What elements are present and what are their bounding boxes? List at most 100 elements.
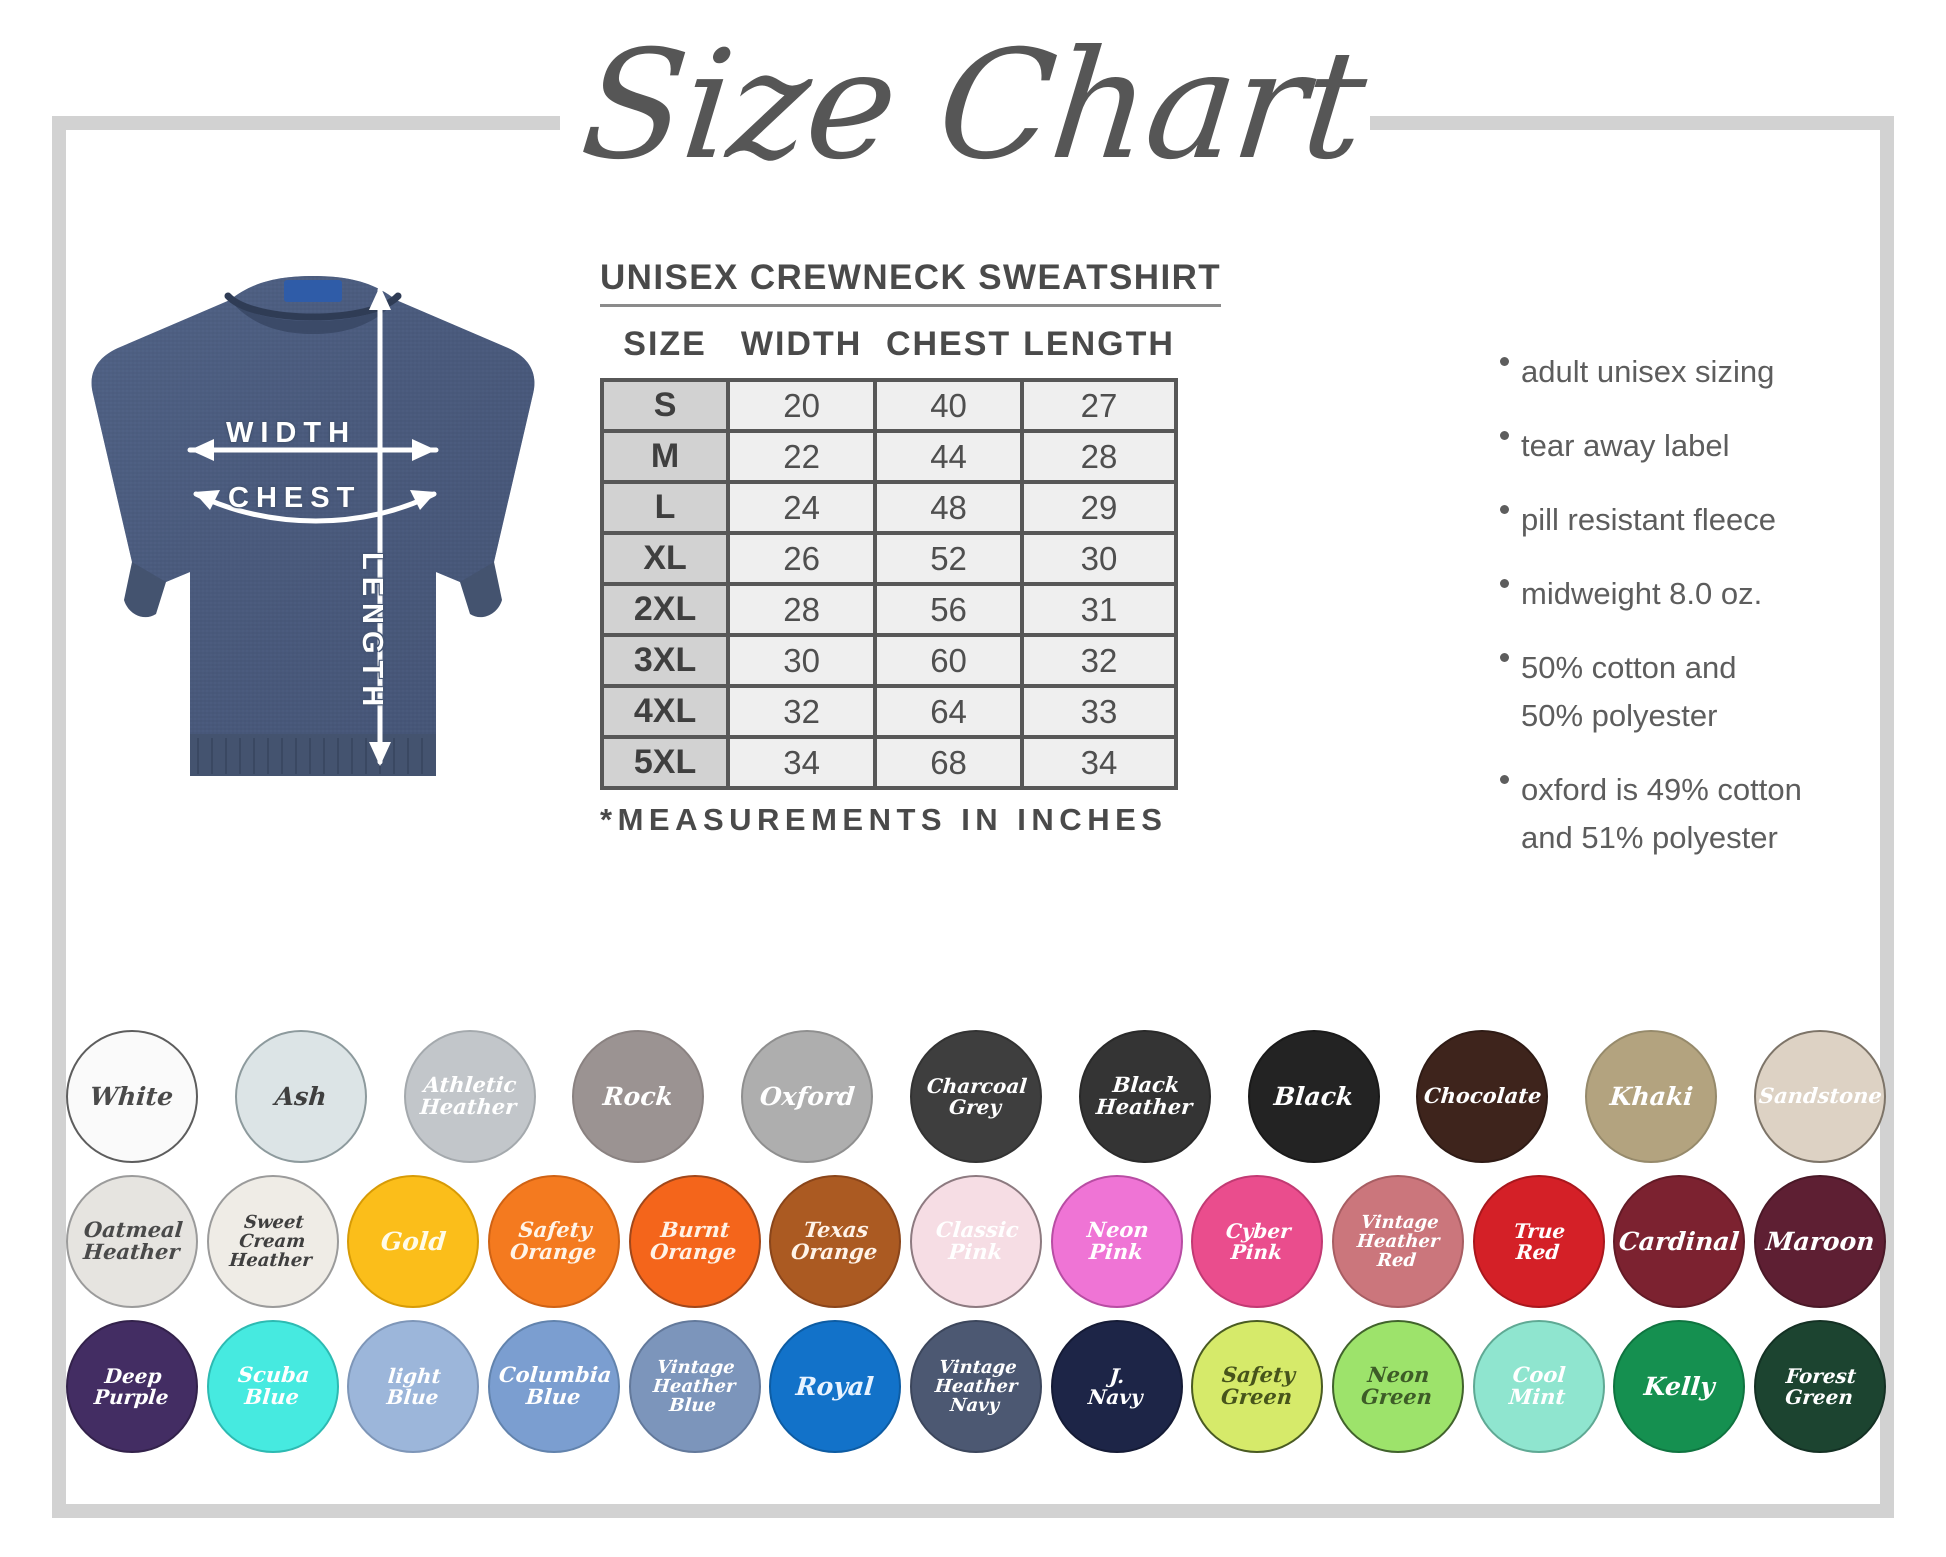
- color-swatch[interactable]: Safety Orange: [487, 1175, 620, 1308]
- cell-length: 34: [1020, 735, 1178, 790]
- column-header-size: SIZE: [623, 325, 707, 363]
- cell-length: 31: [1020, 582, 1178, 637]
- color-swatch[interactable]: Khaki: [1585, 1030, 1718, 1163]
- swatch-label: White: [89, 1082, 175, 1111]
- swatch-label: Oxford: [758, 1082, 856, 1111]
- cell-chest: 52: [873, 531, 1025, 586]
- color-swatch[interactable]: Sandstone: [1753, 1030, 1886, 1163]
- color-swatch[interactable]: Cool Mint: [1472, 1320, 1605, 1453]
- swatch-label: Vintage Heather Blue: [652, 1356, 737, 1417]
- color-swatch[interactable]: Royal: [769, 1320, 902, 1453]
- color-swatch[interactable]: Vintage Heather Blue: [628, 1320, 761, 1453]
- color-swatch[interactable]: Ash: [234, 1030, 367, 1163]
- swatch-label: Cool Mint: [1508, 1362, 1568, 1410]
- feature-item: oxford is 49% cotton and 51% polyester: [1500, 766, 1920, 862]
- cell-length: 29: [1020, 480, 1178, 535]
- swatch-label: Neon Green: [1360, 1362, 1434, 1410]
- cell-length: 27: [1020, 378, 1178, 433]
- table-heading: UNISEX CREWNECK SWEATSHIRT: [600, 258, 1222, 307]
- size-table: SIZE WIDTH CHEST LENGTH S 20 40 27 M 22 44 28 L 2…: [599, 321, 1178, 790]
- feature-text: pill resistant fleece: [1521, 502, 1777, 538]
- cell-length: 28: [1020, 429, 1178, 484]
- swatch-label: True Red: [1512, 1218, 1567, 1264]
- cell-width: 26: [726, 531, 878, 586]
- color-swatch[interactable]: Classic Pink: [909, 1175, 1042, 1308]
- color-swatch[interactable]: Gold: [347, 1175, 480, 1308]
- swatch-label: Safety Orange: [508, 1217, 598, 1265]
- cell-width: 32: [726, 684, 878, 739]
- color-swatch[interactable]: Deep Purple: [66, 1320, 198, 1453]
- color-swatch[interactable]: Safety Green: [1191, 1320, 1324, 1453]
- table-row: 2XL 28 56 31: [599, 582, 1178, 637]
- feature-text: midweight 8.0 oz.: [1521, 576, 1763, 612]
- color-swatch[interactable]: Kelly: [1613, 1320, 1746, 1453]
- swatch-row: Deep Purple Scuba Blue light Blue Columbia …: [66, 1320, 1886, 1453]
- bullet-icon: [1500, 357, 1509, 366]
- color-swatch[interactable]: Charcoal Grey: [909, 1030, 1042, 1163]
- swatch-label: J. Navy: [1087, 1363, 1145, 1409]
- column-header-length: LENGTH: [1023, 325, 1175, 363]
- feature-text: adult unisex sizing: [1521, 354, 1775, 389]
- swatch-label: Athletic Heather: [419, 1072, 519, 1120]
- table-row: L 24 48 29: [599, 480, 1178, 535]
- feature-item: adult unisex sizing: [1500, 348, 1920, 396]
- swatch-row: White Ash Athletic Heather Rock Oxford Charco…: [66, 1030, 1886, 1163]
- table-row: 3XL 30 60 32: [599, 633, 1178, 688]
- color-swatch[interactable]: Columbia Blue: [487, 1320, 620, 1453]
- table-row: 4XL 32 64 33: [599, 684, 1178, 739]
- color-swatch[interactable]: Chocolate: [1416, 1030, 1549, 1163]
- color-swatch[interactable]: J. Navy: [1050, 1320, 1183, 1453]
- cell-width: 34: [726, 735, 878, 790]
- swatch-label: Gold: [379, 1227, 448, 1256]
- color-swatch[interactable]: True Red: [1472, 1175, 1605, 1308]
- color-swatch[interactable]: Texas Orange: [769, 1175, 902, 1308]
- cell-chest: 64: [873, 684, 1025, 739]
- swatch-label: Safety Green: [1219, 1362, 1296, 1410]
- feature-text: 50% cotton and 50% polyester: [1521, 650, 1737, 734]
- color-swatch[interactable]: Burnt Orange: [628, 1175, 761, 1308]
- swatch-label: Deep Purple: [92, 1363, 170, 1409]
- sweatshirt-illustration: WIDTH CHEST LENGTH: [78, 262, 548, 822]
- color-swatch[interactable]: Scuba Blue: [206, 1320, 339, 1453]
- color-swatch[interactable]: Rock: [572, 1030, 705, 1163]
- cell-size: 5XL: [599, 735, 731, 790]
- color-swatch[interactable]: light Blue: [347, 1320, 480, 1453]
- swatch-label: Black Heather: [1094, 1072, 1194, 1120]
- color-swatch[interactable]: Forest Green: [1753, 1320, 1886, 1453]
- cell-length: 32: [1020, 633, 1178, 688]
- cell-size: 4XL: [599, 684, 731, 739]
- color-swatch[interactable]: Neon Pink: [1050, 1175, 1183, 1308]
- cell-chest: 48: [873, 480, 1025, 535]
- swatch-label: Ash: [273, 1082, 328, 1111]
- bullet-icon: [1500, 505, 1509, 515]
- color-swatch[interactable]: Black Heather: [1078, 1030, 1211, 1163]
- feature-text: oxford is 49% cotton and 51% polyester: [1521, 772, 1802, 856]
- chest-measurement-label: CHEST: [228, 482, 362, 514]
- size-table-block: UNISEX CREWNECK SWEATSHIRT SIZE WIDTH CH…: [599, 258, 1222, 838]
- swatch-label: Cardinal: [1617, 1227, 1741, 1256]
- cell-length: 30: [1020, 531, 1178, 586]
- color-swatch[interactable]: Oatmeal Heather: [66, 1175, 198, 1308]
- color-swatch[interactable]: Maroon: [1753, 1175, 1886, 1308]
- color-swatch[interactable]: Black: [1247, 1030, 1380, 1163]
- color-swatch[interactable]: Vintage Heather Red: [1331, 1175, 1464, 1308]
- cell-size: M: [599, 429, 731, 484]
- color-swatch[interactable]: Sweet Cream Heather: [206, 1175, 339, 1308]
- color-swatch[interactable]: Cardinal: [1613, 1175, 1746, 1308]
- color-swatch[interactable]: Athletic Heather: [403, 1030, 536, 1163]
- swatch-label: Texas Orange: [790, 1217, 879, 1265]
- swatch-label: Burnt Orange: [649, 1217, 738, 1265]
- swatch-label: Sandstone: [1757, 1083, 1883, 1109]
- cell-size: L: [599, 480, 731, 535]
- swatch-label: Vintage Heather Red: [1355, 1211, 1441, 1272]
- table-row: XL 26 52 30: [599, 531, 1178, 586]
- feature-item: pill resistant fleece: [1500, 496, 1920, 544]
- page-title: Size Chart: [574, 19, 1372, 193]
- swatch-label: Charcoal Grey: [925, 1073, 1029, 1119]
- color-swatch[interactable]: Vintage Heather Navy: [909, 1320, 1042, 1453]
- cell-width: 20: [726, 378, 878, 433]
- color-swatch[interactable]: Oxford: [741, 1030, 874, 1163]
- color-swatch[interactable]: White: [66, 1030, 198, 1163]
- color-swatch[interactable]: Cyber Pink: [1191, 1175, 1324, 1308]
- color-swatch[interactable]: Neon Green: [1331, 1320, 1464, 1453]
